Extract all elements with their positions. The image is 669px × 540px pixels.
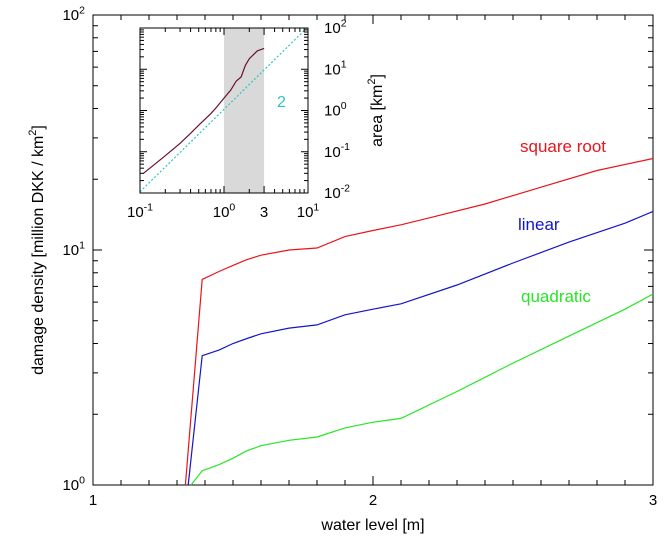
y-axis-label-ylabel: damage density [million DKK / km [30, 136, 47, 375]
series-label-square-root: square root [520, 137, 606, 156]
y-tick-label-base: 10 [62, 477, 79, 494]
inset-x-tick-label-exponent: 0 [229, 201, 235, 213]
inset-y-tick-label-exponent: -1 [341, 141, 350, 153]
inset-area-curve [143, 47, 265, 174]
inset-x-tick-label: 101 [297, 201, 320, 221]
inset-y-tick-label-base: 10 [324, 61, 341, 78]
y-tick-label-exponent: 0 [79, 474, 85, 486]
inset-shaded-band [224, 28, 265, 193]
inset-x-tick-label-exponent: 1 [313, 201, 319, 213]
y-tick-label-exponent: 1 [79, 239, 85, 251]
inset-y-axis-label: area [km2] [366, 74, 386, 147]
inset-x-tick-label-base: 10 [213, 204, 230, 221]
inset-x-tick-label: 100 [213, 201, 236, 221]
inset-reference-label: 2 [277, 94, 286, 111]
inset-y-tick-label: 101 [324, 59, 347, 79]
inset-x-tick-label: 10-1 [127, 201, 153, 221]
y-tick-label-base: 10 [62, 242, 79, 259]
inset-y-tick-label-exponent: 2 [341, 17, 347, 29]
y-tick-label: 100 [62, 474, 85, 494]
y-axis-label: damage density [million DKK / km2] [27, 125, 47, 375]
inset-reference-line [139, 26, 309, 193]
inset-y-tick-label: 10-1 [324, 141, 350, 161]
inset-y-axis-label-ylabel-close: ] [369, 74, 386, 78]
inset-y-tick-label-base: 10 [324, 103, 341, 120]
inset-y-tick-label: 102 [324, 17, 347, 37]
inset-x-tick-label: 3 [260, 204, 268, 221]
y-tick-label: 101 [62, 239, 85, 259]
series-line-quadratic [190, 293, 654, 486]
y-axis-label-ylabel-close: ] [30, 125, 47, 129]
inset-y-tick-label: 10-2 [324, 182, 350, 202]
inset-x-tick-label-base: 10 [297, 204, 314, 221]
y-tick-label-base: 10 [62, 7, 79, 24]
inset-y-tick-label: 100 [324, 100, 347, 120]
inset-y-tick-label-base: 10 [324, 20, 341, 37]
inset-y-tick-label-base: 10 [324, 185, 341, 202]
x-axis-label: water level [m] [320, 517, 424, 534]
inset-x-tick-label-base: 10 [127, 204, 144, 221]
inset-y-axis-label-ylabel-sup: 2 [366, 79, 378, 85]
inset-y-tick-label-base: 10 [324, 144, 341, 161]
x-tick-label: 2 [369, 492, 377, 509]
y-tick-label-exponent: 2 [79, 4, 85, 16]
series-line-linear [187, 210, 654, 486]
series-label-quadratic: quadratic [521, 287, 591, 306]
series-label-linear: linear [518, 215, 560, 234]
x-tick-label: 3 [649, 492, 657, 509]
y-axis-label-ylabel-sup: 2 [27, 130, 39, 136]
inset-y-tick-label-exponent: 0 [341, 100, 347, 112]
inset-y-axis-label-ylabel: area [km [369, 85, 386, 147]
x-tick-label: 1 [89, 492, 97, 509]
inset-x-tick-label-exponent: -1 [144, 201, 153, 213]
y-tick-label: 102 [62, 4, 85, 24]
inset-y-tick-label-exponent: -2 [341, 182, 350, 194]
series-line-square-root [184, 157, 654, 486]
inset-y-tick-label-exponent: 1 [341, 59, 347, 71]
